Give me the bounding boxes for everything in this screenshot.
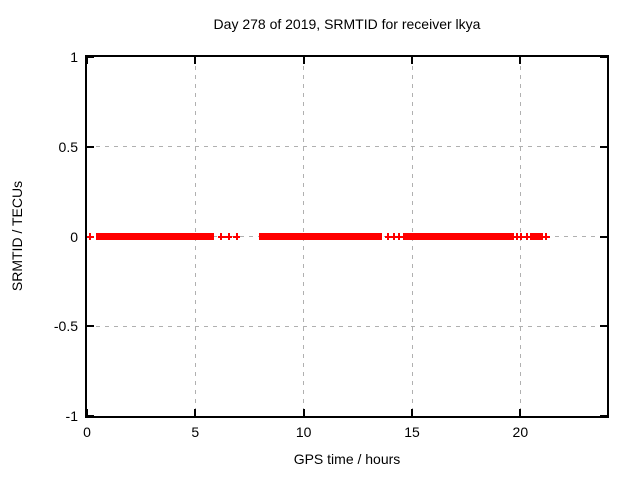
x-tick-top: [411, 57, 413, 64]
y-tick-label: -0.5: [53, 318, 78, 335]
data-point-plus-marker: [217, 233, 225, 240]
x-tick-top: [194, 57, 197, 64]
y-tick-right: [600, 235, 607, 238]
data-segment: [95, 233, 214, 240]
data-point-plus-marker: [513, 233, 521, 240]
y-tick-right: [600, 325, 607, 328]
data-point-plus-marker: [384, 233, 392, 240]
x-tick-bottom: [86, 409, 88, 416]
x-tick-bottom: [411, 409, 413, 416]
y-tick-label: 1: [70, 49, 78, 65]
data-segment: [530, 233, 544, 240]
data-point-plus-marker: [542, 233, 550, 240]
x-tick-label: 5: [191, 424, 200, 440]
y-tick-label: 0.5: [58, 138, 78, 155]
y-tick-left: [87, 325, 94, 328]
y-axis-label: SRMTID / TECUs: [9, 180, 25, 292]
x-tick-bottom: [302, 409, 305, 416]
y-tick-label: 0: [70, 228, 78, 245]
x-tick-top: [519, 57, 522, 64]
data-point-plus-marker: [86, 233, 94, 240]
x-tick-bottom: [519, 409, 522, 416]
x-tick-label: 0: [83, 424, 91, 440]
y-tick-left: [87, 56, 94, 58]
y-tick-left: [87, 415, 94, 417]
y-tick-right: [600, 415, 607, 417]
y-gridline: [87, 146, 607, 148]
x-tick-top: [302, 57, 305, 64]
y-tick-label: -1: [65, 408, 78, 424]
x-tick-top: [86, 57, 88, 64]
x-tick-label: 20: [512, 424, 529, 440]
x-tick-bottom: [194, 409, 197, 416]
data-point-plus-marker: [395, 233, 403, 240]
y-tick-right: [600, 56, 607, 58]
y-tick-right: [600, 145, 607, 148]
y-tick-left: [87, 145, 94, 148]
data-point-plus-marker: [390, 233, 398, 240]
x-tick-label: 15: [404, 424, 420, 440]
plot-area: [85, 55, 609, 418]
data-segment: [403, 233, 514, 240]
x-tick-label: 10: [295, 424, 312, 440]
chart-title: Day 278 of 2019, SRMTID for receiver lky…: [213, 16, 481, 32]
data-point-plus-marker: [233, 233, 240, 240]
data-point-plus-marker: [523, 233, 531, 240]
data-segment: [259, 233, 382, 240]
x-axis-label: GPS time / hours: [293, 451, 401, 467]
y-gridline: [87, 325, 607, 327]
data-point-plus-marker: [225, 233, 233, 240]
data-point-plus-marker: [517, 233, 525, 240]
